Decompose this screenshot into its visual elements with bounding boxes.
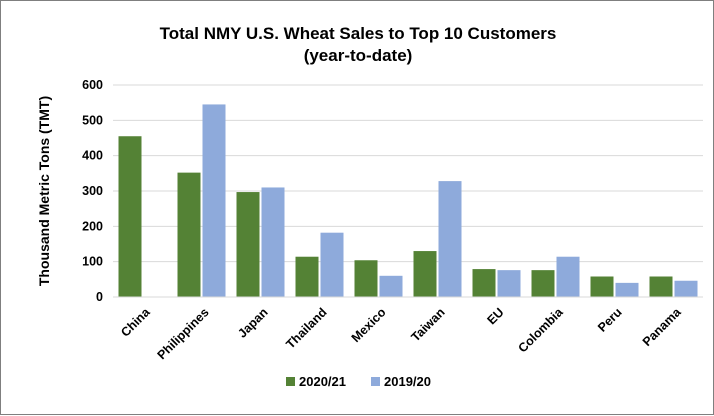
bar-china-2020-21 <box>118 136 142 297</box>
bar-mexico-2020-21 <box>354 260 378 297</box>
bars <box>118 104 698 297</box>
bar-panama-2020-21 <box>649 276 673 297</box>
y-tick-label-600: 600 <box>82 78 103 92</box>
x-axis-labels: China Philippines Japan Thailand Mexico Taiwa… <box>118 304 684 362</box>
y-tick-label-100: 100 <box>82 255 103 269</box>
x-tick-label-eu: EU <box>484 305 506 327</box>
bar-colombia-2019-20 <box>556 256 580 297</box>
bar-eu-2019-20 <box>497 270 521 297</box>
bar-thailand-2020-21 <box>295 256 319 297</box>
y-axis-ticks: 0 100 200 300 400 500 600 <box>82 78 103 304</box>
bar-philippines-2019-20 <box>202 104 226 297</box>
y-axis-label: Thousand Metric Tons (TMT) <box>36 96 52 286</box>
bar-japan-2019-20 <box>261 187 285 297</box>
y-tick-label-200: 200 <box>82 219 103 233</box>
bar-colombia-2020-21 <box>531 270 555 297</box>
bar-taiwan-2020-21 <box>413 251 437 297</box>
x-tick-label-peru: Peru <box>595 305 625 335</box>
legend-label-2019-20: 2019/20 <box>384 374 431 389</box>
x-tick-label-thailand: Thailand <box>283 305 329 351</box>
legend-label-2020-21: 2020/21 <box>299 374 346 389</box>
bar-eu-2020-21 <box>472 269 496 297</box>
y-tick-label-300: 300 <box>82 184 103 198</box>
legend-swatch-2019-20 <box>371 377 380 386</box>
x-tick-label-philippines: Philippines <box>155 305 212 362</box>
bar-philippines-2020-21 <box>177 172 201 297</box>
bar-panama-2019-20 <box>674 280 698 297</box>
y-tick-label-0: 0 <box>96 290 103 304</box>
x-tick-label-mexico: Mexico <box>349 305 389 345</box>
y-tick-label-500: 500 <box>82 113 103 127</box>
chart-title-line2: (year-to-date) <box>304 46 413 65</box>
bar-thailand-2019-20 <box>320 232 344 297</box>
bar-peru-2020-21 <box>590 276 614 297</box>
legend-swatch-2020-21 <box>286 377 295 386</box>
bar-peru-2019-20 <box>615 282 639 297</box>
y-tick-label-400: 400 <box>82 149 103 163</box>
bar-japan-2020-21 <box>236 192 260 297</box>
chart-title-line1: Total NMY U.S. Wheat Sales to Top 10 Cus… <box>160 24 557 43</box>
x-tick-label-japan: Japan <box>235 305 270 340</box>
x-tick-label-panama: Panama <box>640 304 685 349</box>
x-tick-label-china: China <box>118 304 153 339</box>
gridlines <box>113 84 703 263</box>
x-tick-label-taiwan: Taiwan <box>408 305 447 344</box>
bar-taiwan-2019-20 <box>438 181 462 297</box>
bar-mexico-2019-20 <box>379 275 403 297</box>
legend: 2020/21 2019/20 <box>286 374 431 389</box>
x-tick-label-colombia: Colombia <box>515 304 566 355</box>
